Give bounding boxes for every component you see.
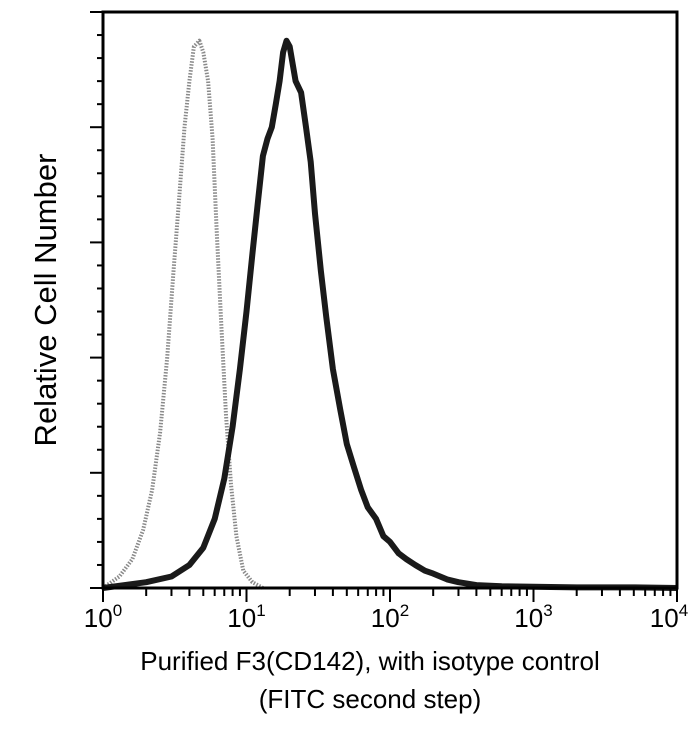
x-axis-label-line2: (FITC second step): [258, 684, 482, 714]
x-tick-label: 100: [83, 601, 123, 633]
x-tick-label: 102: [370, 601, 410, 633]
x-axis-ticks: [102, 588, 678, 602]
histogram-curves: [101, 37, 678, 591]
series-curve-0: [101, 38, 264, 590]
series-curve-1: [102, 37, 678, 591]
y-axis-ticks: [90, 11, 103, 589]
x-axis-label: Purified F3(CD142), with isotype control: [140, 646, 600, 676]
x-tick-label: 101: [227, 601, 266, 633]
x-tick-label: 103: [514, 601, 553, 633]
x-tick-label: 104: [649, 601, 689, 633]
